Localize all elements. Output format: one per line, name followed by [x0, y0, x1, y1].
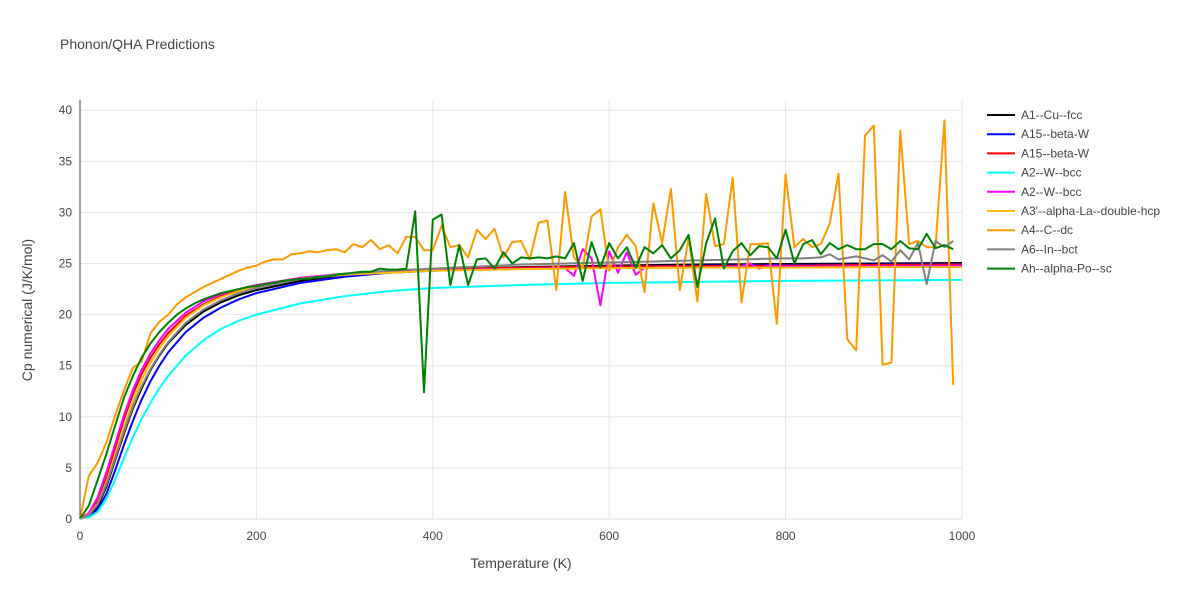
y-tick-label: 0	[65, 512, 72, 526]
axes	[79, 100, 962, 520]
series-line-7	[79, 240, 954, 520]
y-tick-label: 10	[59, 410, 73, 424]
y-tick-label: 35	[59, 154, 73, 168]
x-axis-title: Temperature (K)	[470, 555, 571, 571]
x-tick-label: 0	[77, 529, 84, 543]
x-tick-label: 400	[423, 529, 443, 543]
series-line-6	[79, 119, 955, 520]
legend-label[interactable]: A15--beta-W	[1021, 127, 1090, 141]
series-line-5	[79, 266, 962, 520]
legend-label[interactable]: A2--W--bcc	[1021, 166, 1081, 180]
y-tick-label: 15	[59, 359, 73, 373]
chart-title: Phonon/QHA Predictions	[60, 36, 215, 52]
x-tick-label: 1000	[949, 529, 976, 543]
legend-label[interactable]: A3'--alpha-La--double-hcp	[1021, 204, 1160, 218]
legend-label[interactable]: Ah--alpha-Po--sc	[1021, 262, 1112, 276]
series-layer	[79, 119, 963, 520]
legend-label[interactable]: A2--W--bcc	[1021, 185, 1081, 199]
legend: A1--Cu--fcc A15--beta-W A15--beta-W A2--W--…	[987, 108, 1160, 276]
series-line-2	[79, 263, 963, 520]
series-line-8	[79, 210, 954, 520]
grid-lines	[80, 100, 963, 519]
legend-label[interactable]: A1--Cu--fcc	[1021, 108, 1082, 122]
legend-label[interactable]: A15--beta-W	[1021, 146, 1090, 160]
y-tick-label: 5	[65, 461, 72, 475]
series-line-4	[79, 248, 963, 520]
y-tick-label: 20	[59, 308, 73, 322]
series-line-3	[79, 278, 963, 520]
x-tick-label: 200	[246, 529, 266, 543]
tick-labels: 0 200 400 600 800 1000 0 5 10 15 20 25 30 35 40	[59, 103, 976, 543]
legend-label[interactable]: A6--In--bct	[1021, 242, 1078, 256]
x-tick-label: 800	[776, 529, 796, 543]
y-tick-label: 40	[59, 103, 73, 117]
legend-label[interactable]: A4--C--dc	[1021, 223, 1073, 237]
x-tick-label: 600	[599, 529, 619, 543]
y-tick-label: 30	[59, 205, 73, 219]
y-axis-title: Cp numerical (J/K/mol)	[19, 239, 35, 381]
y-tick-label: 25	[59, 257, 73, 271]
